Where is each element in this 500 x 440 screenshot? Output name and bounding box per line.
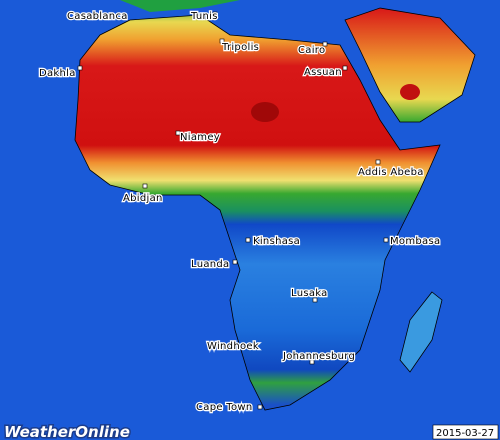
logo: WeatherOnline xyxy=(4,423,130,440)
city-label: Addis Abeba xyxy=(358,167,424,178)
city-label: Dakhla xyxy=(39,68,76,79)
city-dot xyxy=(375,159,381,165)
city-dot xyxy=(257,404,263,410)
city-label: Cape Town xyxy=(196,402,253,413)
europe-land xyxy=(60,0,240,12)
city-dot xyxy=(232,259,238,265)
city-dot xyxy=(245,237,251,243)
city-dot xyxy=(212,11,218,17)
city-dot xyxy=(142,183,148,189)
city-label: Luanda xyxy=(191,259,229,270)
city-label: Tunis xyxy=(190,11,218,22)
city-dot xyxy=(322,41,328,47)
city-dot xyxy=(77,65,83,71)
city-dot xyxy=(219,38,225,44)
city-label: Assuan xyxy=(304,67,342,78)
date-box xyxy=(432,424,499,440)
city-labels: Casablanca Tunis Tripolis Cairo Assuan Dakhla… xyxy=(38,10,442,415)
city-label: Lusaka xyxy=(291,288,328,299)
city-label: Cairo xyxy=(298,45,325,56)
city-label: Johannesburg xyxy=(282,351,355,362)
date: 2015-03-27 xyxy=(436,428,494,439)
city-label: Tripolis xyxy=(221,42,259,53)
city-dot xyxy=(175,130,181,136)
city-dot xyxy=(383,237,389,243)
city-label: Mombasa xyxy=(390,236,440,247)
hot-spot xyxy=(251,102,279,122)
city-dot xyxy=(342,65,348,71)
city-label: Abidjan xyxy=(123,193,163,204)
madagascar xyxy=(399,291,443,373)
city-dot xyxy=(249,343,255,349)
africa xyxy=(74,14,441,411)
city-label: Kinshasa xyxy=(253,236,300,247)
city-label: Niamey xyxy=(180,132,220,143)
city-dot xyxy=(312,297,318,303)
hot-spot xyxy=(400,84,420,100)
arabia xyxy=(344,7,476,123)
city-label: Casablanca xyxy=(67,11,128,22)
city-dot xyxy=(309,359,315,365)
city-label: Windhoek xyxy=(207,341,259,352)
